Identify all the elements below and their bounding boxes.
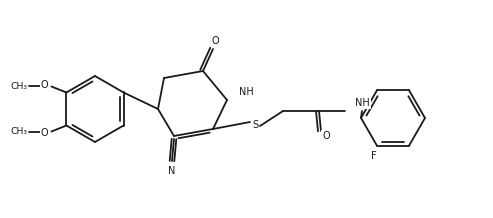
Text: CH₃: CH₃ — [10, 82, 28, 91]
Text: O: O — [41, 80, 48, 90]
Text: CH₃: CH₃ — [10, 127, 28, 136]
Text: O: O — [41, 128, 48, 138]
Text: O: O — [211, 36, 219, 46]
Text: N: N — [168, 166, 176, 176]
Text: F: F — [371, 151, 377, 161]
Text: NH: NH — [239, 87, 254, 97]
Text: NH: NH — [355, 98, 370, 108]
Text: S: S — [252, 120, 258, 130]
Text: O: O — [322, 131, 330, 141]
